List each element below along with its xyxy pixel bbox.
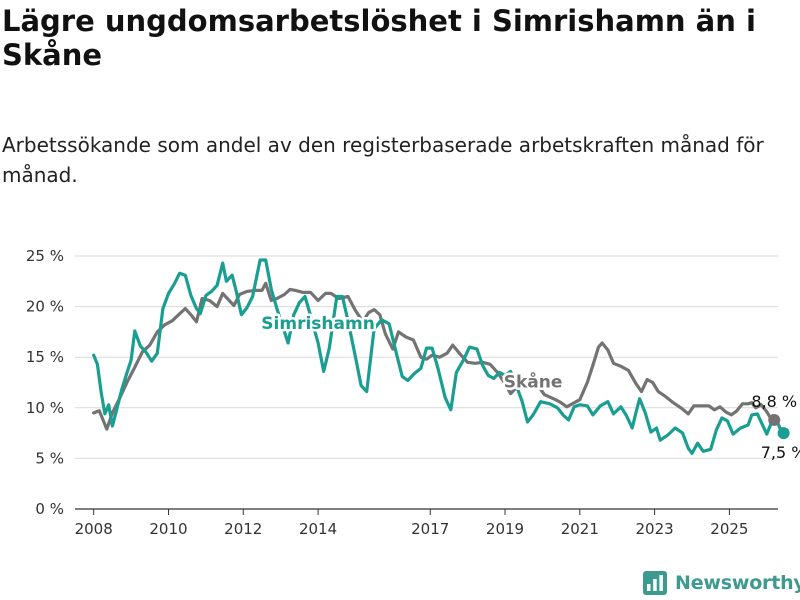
series-name-label: Skåne: [504, 371, 563, 393]
x-tick-label: 2014: [299, 520, 337, 538]
x-tick-label: 2010: [149, 520, 187, 538]
x-tick-label: 2025: [710, 520, 748, 538]
end-point-marker: [768, 413, 781, 426]
end-value-label: 7,5 %: [761, 443, 800, 462]
bar-chart-logo-icon: [643, 571, 667, 595]
x-axis-tick-labels: 2008 2010 2012 2014 2017 2019 2021 2023 2025: [75, 509, 748, 538]
y-tick-label: 20 %: [26, 298, 64, 316]
end-value-label: 8,8 %: [751, 392, 797, 411]
x-tick-label: 2021: [561, 520, 599, 538]
x-tick-label: 2019: [486, 520, 524, 538]
y-tick-label: 0 %: [35, 500, 64, 518]
series-line-sk-ne: [92, 281, 776, 431]
series-line-simrishamn: [92, 258, 786, 455]
y-axis-tick-labels: 0 % 5 % 10 % 15 % 20 % 25 %: [26, 247, 64, 518]
series-labels: 8,8 % 7,5 % Simrishamn Skåne: [259, 311, 800, 462]
chart-subtitle: Arbetssökande som andel av den registerb…: [2, 133, 764, 187]
chart-title: Lägre ungdomsarbetslöshet i Simrishamn ä…: [2, 4, 756, 72]
gridlines: [75, 255, 778, 510]
x-tick-label: 2012: [224, 520, 262, 538]
newsworthy-logo: Newsworthy: [643, 569, 800, 597]
y-tick-label: 5 %: [35, 449, 64, 467]
y-tick-label: 15 %: [26, 348, 64, 366]
x-tick-label: 2017: [411, 520, 449, 538]
x-tick-label: 2008: [75, 520, 113, 538]
x-tick-label: 2023: [636, 520, 674, 538]
y-tick-label: 10 %: [26, 399, 64, 417]
end-point-marker: [777, 427, 790, 440]
logo-text: Newsworthy: [675, 572, 800, 594]
series-name-label: Simrishamn: [261, 314, 375, 334]
y-tick-label: 25 %: [26, 247, 64, 265]
line-chart: 0 %5 %10 %15 %20 %25 % 2008 2010 2012 2014 2…: [26, 247, 800, 538]
series-lines: [92, 258, 786, 455]
